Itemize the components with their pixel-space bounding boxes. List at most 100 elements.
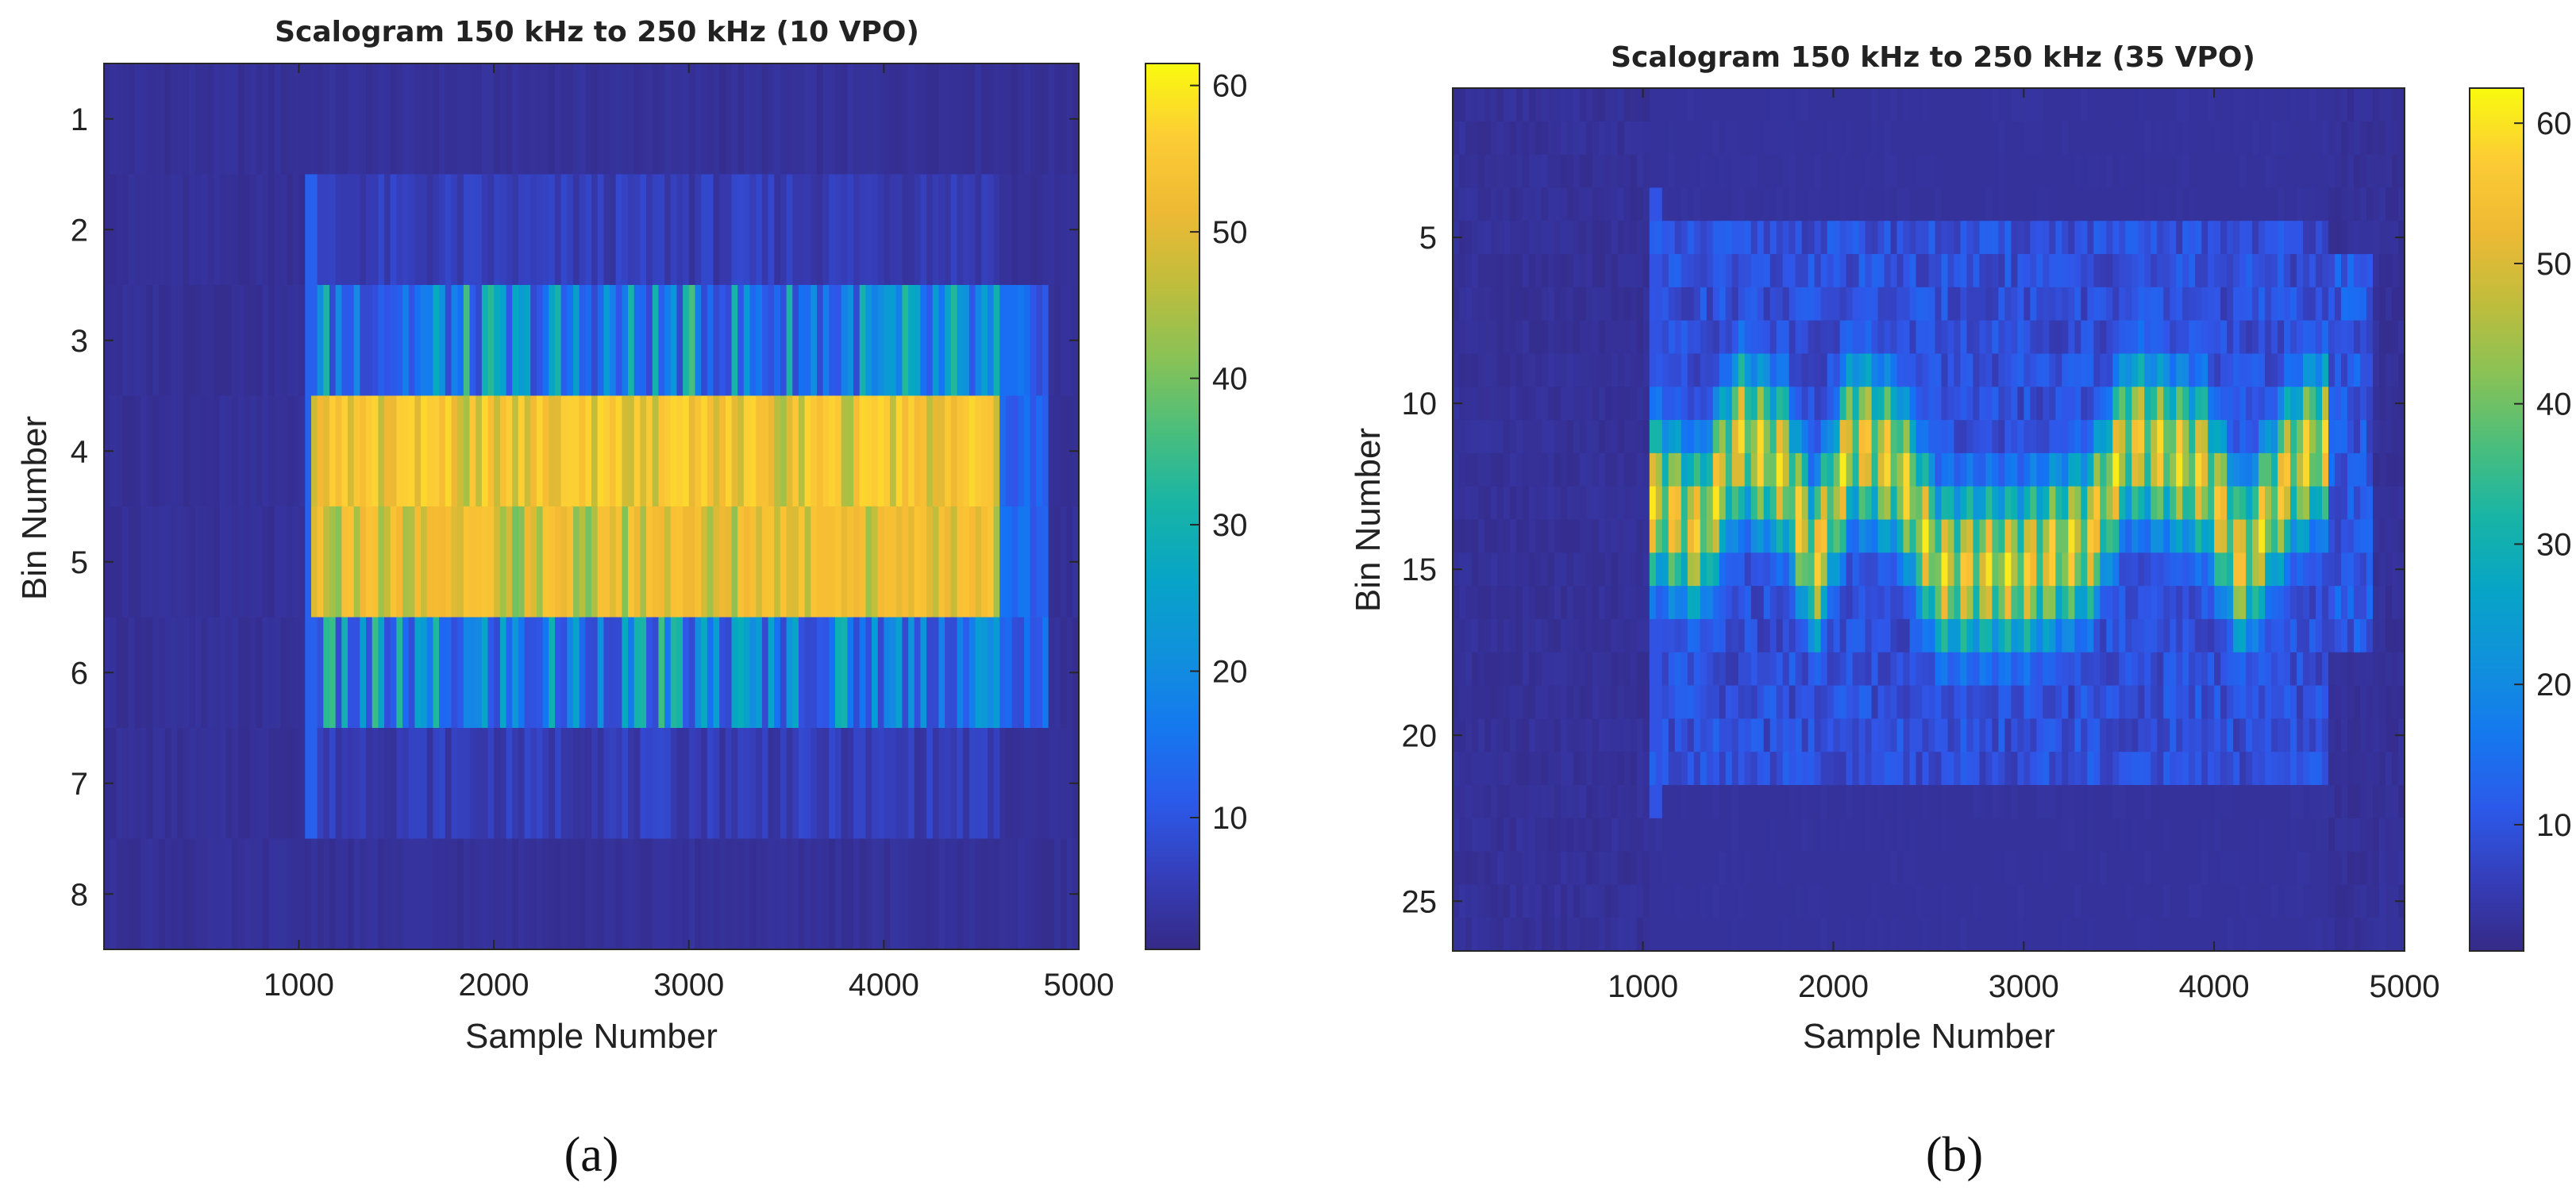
heatmap-cell — [1795, 452, 1803, 487]
heatmap-cell — [2023, 387, 2031, 421]
heatmap-cell — [1509, 187, 1517, 221]
heatmap-cell — [2252, 387, 2259, 421]
heatmap-cell — [1573, 784, 1581, 819]
heatmap-cell — [348, 64, 355, 175]
heatmap-cell — [262, 838, 269, 950]
heatmap-cell — [2201, 420, 2208, 454]
heatmap-cell — [652, 838, 660, 950]
heatmap-cell — [847, 506, 854, 618]
heatmap-cell — [707, 617, 714, 729]
heatmap-cell — [494, 838, 501, 950]
heatmap-cell — [1789, 121, 1796, 156]
heatmap-cell — [2100, 685, 2107, 719]
heatmap-cell — [1985, 320, 1993, 355]
heatmap-cell — [134, 64, 141, 175]
heatmap-cell — [749, 64, 757, 175]
heatmap-cell — [2316, 519, 2323, 553]
heatmap-cell — [1916, 718, 1923, 753]
heatmap-cell — [1839, 420, 1847, 454]
heatmap-cell — [1858, 486, 1866, 521]
heatmap-cell — [1490, 254, 1498, 288]
heatmap-cell — [1579, 752, 1587, 786]
heatmap-cell — [2074, 221, 2081, 255]
heatmap-cell — [1992, 121, 2000, 156]
heatmap-cell — [1827, 287, 1835, 321]
heatmap-cell — [2239, 187, 2247, 221]
heatmap-cell — [262, 174, 269, 286]
heatmap-cell — [676, 728, 683, 840]
heatmap-cell — [1852, 287, 1860, 321]
heatmap-cell — [1712, 287, 1720, 321]
heatmap-cell — [1966, 552, 1974, 587]
heatmap-cell — [1681, 784, 1688, 819]
heatmap-cell — [603, 506, 610, 618]
heatmap-cell — [536, 285, 544, 397]
heatmap-cell — [877, 728, 884, 840]
heatmap-cell — [164, 395, 172, 507]
heatmap-cell — [1909, 652, 1917, 687]
heatmap-cell — [1636, 320, 1644, 355]
heatmap-cell — [1954, 221, 1962, 255]
heatmap-cell — [2043, 851, 2050, 885]
heatmap-cell — [2392, 121, 2399, 156]
heatmap-cell — [189, 174, 196, 286]
heatmap-cell — [2004, 486, 2012, 521]
heatmap-cell — [2043, 353, 2050, 387]
heatmap-cell — [439, 64, 446, 175]
heatmap-cell — [2227, 586, 2234, 620]
heatmap-cell — [2119, 519, 2126, 553]
heatmap-cell — [1719, 353, 1727, 387]
heatmap-cell — [1477, 88, 1485, 122]
heatmap-cell — [2297, 121, 2304, 156]
heatmap-cell — [610, 506, 617, 618]
heatmap-cell — [1465, 818, 1473, 853]
heatmap-cell — [2252, 187, 2259, 221]
heatmap-cell — [1966, 353, 1974, 387]
heatmap-cell — [1509, 121, 1517, 156]
heatmap-cell — [1642, 818, 1650, 853]
heatmap-cell — [1947, 420, 1955, 454]
heatmap-cell — [1954, 685, 1962, 719]
heatmap-cell — [1922, 420, 1930, 454]
heatmap-cell — [2303, 154, 2310, 189]
heatmap-cell — [1947, 818, 1955, 853]
heatmap-cell — [366, 728, 373, 840]
heatmap-cell — [1528, 618, 1536, 653]
heatmap-cell — [2233, 784, 2240, 819]
heatmap-cell — [487, 395, 495, 507]
heatmap-cell — [1719, 685, 1727, 719]
heatmap-cell — [2163, 121, 2170, 156]
heatmap-cell — [2189, 618, 2196, 653]
heatmap-cell — [2151, 387, 2158, 421]
heatmap-cell — [585, 838, 592, 950]
heatmap-cell — [2170, 320, 2177, 355]
heatmap-cell — [572, 285, 580, 397]
heatmap-cell — [1700, 851, 1708, 885]
heatmap-cell — [2278, 685, 2285, 719]
heatmap-cell — [2163, 287, 2170, 321]
heatmap-cell — [1896, 121, 1904, 156]
heatmap-cell — [2011, 552, 2018, 587]
heatmap-cell — [1827, 154, 1835, 189]
heatmap-cell — [1566, 187, 1574, 221]
heatmap-cell — [1509, 387, 1517, 421]
heatmap-cell — [2233, 187, 2240, 221]
heatmap-cell — [1916, 851, 1923, 885]
heatmap-cell — [585, 285, 592, 397]
heatmap-cell — [798, 506, 806, 618]
heatmap-cell — [2252, 320, 2259, 355]
heatmap-cell — [390, 174, 397, 286]
heatmap-cell — [2195, 486, 2202, 521]
heatmap-cell — [1916, 287, 1923, 321]
heatmap-cell — [786, 838, 793, 950]
heatmap-cell — [1903, 685, 1911, 719]
heatmap-cell — [207, 617, 214, 729]
heatmap-cell — [2023, 552, 2031, 587]
heatmap-cell — [1668, 519, 1676, 553]
heatmap-cell — [2170, 353, 2177, 387]
heatmap-cell — [975, 64, 982, 175]
heatmap-cell — [2322, 452, 2329, 487]
heatmap-cell — [2055, 718, 2062, 753]
heatmap-cell — [2087, 187, 2094, 221]
heatmap-cell — [469, 838, 476, 950]
